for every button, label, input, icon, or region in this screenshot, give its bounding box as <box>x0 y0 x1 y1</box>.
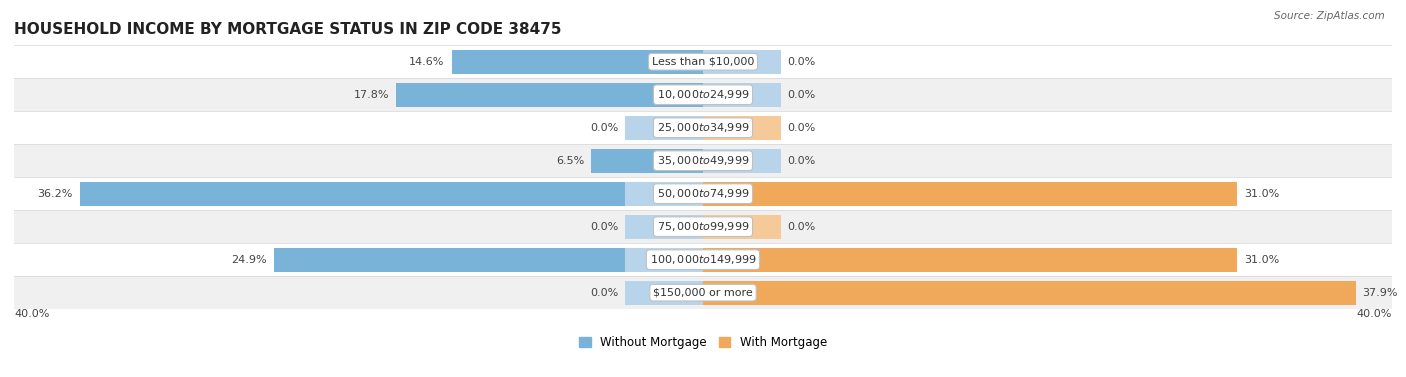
Bar <box>703 248 1237 271</box>
Bar <box>703 182 780 205</box>
Bar <box>626 116 703 139</box>
Bar <box>703 50 780 74</box>
Text: $50,000 to $74,999: $50,000 to $74,999 <box>657 187 749 200</box>
Text: 0.0%: 0.0% <box>787 156 815 166</box>
Bar <box>626 182 703 205</box>
Bar <box>396 83 703 107</box>
Text: 37.9%: 37.9% <box>1362 288 1398 298</box>
Text: 17.8%: 17.8% <box>354 90 389 100</box>
Text: $10,000 to $24,999: $10,000 to $24,999 <box>657 88 749 101</box>
Bar <box>274 248 703 271</box>
Bar <box>703 149 780 173</box>
Bar <box>14 144 1392 177</box>
Bar <box>14 276 1392 309</box>
Text: 0.0%: 0.0% <box>591 288 619 298</box>
Bar <box>626 248 703 271</box>
Text: 24.9%: 24.9% <box>232 254 267 265</box>
Text: 0.0%: 0.0% <box>787 123 815 133</box>
Bar <box>703 281 780 305</box>
Text: $25,000 to $34,999: $25,000 to $34,999 <box>657 121 749 134</box>
Text: 0.0%: 0.0% <box>787 57 815 67</box>
Text: 40.0%: 40.0% <box>14 309 49 319</box>
Bar <box>703 182 1237 205</box>
Bar <box>626 281 703 305</box>
Bar <box>703 83 780 107</box>
Text: 36.2%: 36.2% <box>37 188 73 199</box>
Text: Less than $10,000: Less than $10,000 <box>652 57 754 67</box>
Bar <box>703 215 780 239</box>
Text: $150,000 or more: $150,000 or more <box>654 288 752 298</box>
Text: $75,000 to $99,999: $75,000 to $99,999 <box>657 220 749 233</box>
Text: $100,000 to $149,999: $100,000 to $149,999 <box>650 253 756 266</box>
Legend: Without Mortgage, With Mortgage: Without Mortgage, With Mortgage <box>579 336 827 349</box>
Bar <box>703 116 780 139</box>
Bar <box>451 50 703 74</box>
Bar <box>626 215 703 239</box>
Text: 31.0%: 31.0% <box>1244 188 1279 199</box>
Bar <box>14 111 1392 144</box>
Bar <box>703 281 1355 305</box>
Bar <box>80 182 703 205</box>
Bar <box>591 149 703 173</box>
Text: 40.0%: 40.0% <box>1357 309 1392 319</box>
Bar <box>626 281 703 305</box>
Text: 6.5%: 6.5% <box>555 156 583 166</box>
Bar <box>14 78 1392 111</box>
Bar <box>14 177 1392 210</box>
Text: 0.0%: 0.0% <box>591 123 619 133</box>
Text: 0.0%: 0.0% <box>787 222 815 232</box>
Text: Source: ZipAtlas.com: Source: ZipAtlas.com <box>1274 11 1385 21</box>
Text: 0.0%: 0.0% <box>591 222 619 232</box>
Text: $35,000 to $49,999: $35,000 to $49,999 <box>657 154 749 167</box>
Text: 31.0%: 31.0% <box>1244 254 1279 265</box>
Bar <box>703 248 780 271</box>
Text: HOUSEHOLD INCOME BY MORTGAGE STATUS IN ZIP CODE 38475: HOUSEHOLD INCOME BY MORTGAGE STATUS IN Z… <box>14 22 561 37</box>
Text: 0.0%: 0.0% <box>787 90 815 100</box>
Bar <box>14 243 1392 276</box>
Bar <box>14 45 1392 78</box>
Bar <box>14 210 1392 243</box>
Text: 14.6%: 14.6% <box>409 57 444 67</box>
